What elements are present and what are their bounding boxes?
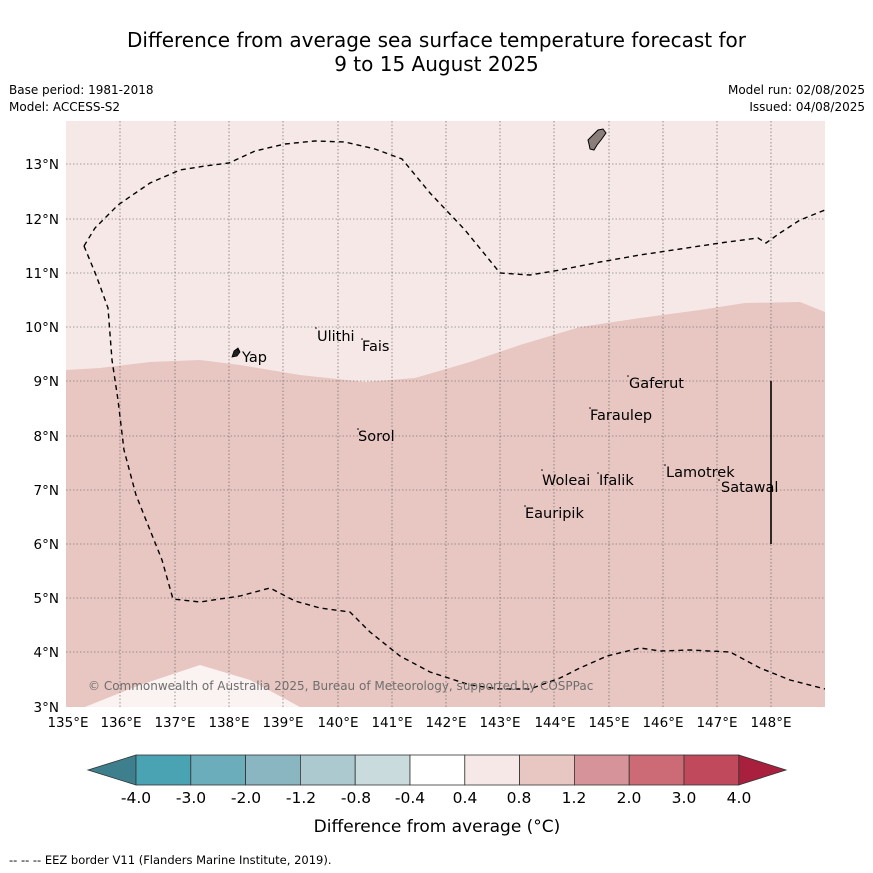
island-marker-ifalik bbox=[597, 472, 599, 474]
guam-land bbox=[587, 128, 607, 151]
lon-label: 146°E bbox=[642, 715, 683, 731]
map-title: Difference from average sea surface temp… bbox=[0, 28, 873, 76]
colorbar-tick: -2.0 bbox=[231, 789, 261, 807]
colorbar-tick: 0.8 bbox=[507, 789, 532, 807]
lat-label: 5°N bbox=[34, 591, 59, 607]
issued-date: Issued: 04/08/2025 bbox=[749, 100, 865, 114]
meta-right: Model run: 02/08/2025 Issued: 04/08/2025 bbox=[728, 82, 865, 116]
lat-label: 3°N bbox=[34, 700, 59, 716]
place-satawal: Satawal bbox=[721, 480, 778, 496]
lat-label: 11°N bbox=[25, 266, 59, 282]
lon-label: 138°E bbox=[208, 715, 249, 731]
lon-label: 147°E bbox=[696, 715, 737, 731]
island-marker-woleai bbox=[541, 469, 543, 471]
lon-label: 137°E bbox=[154, 715, 195, 731]
model-run: Model run: 02/08/2025 bbox=[727, 83, 865, 97]
colorbar-segment bbox=[683, 754, 740, 786]
colorbar-tick: -0.8 bbox=[341, 789, 371, 807]
colorbar bbox=[86, 754, 788, 786]
colorbar-segment bbox=[135, 754, 192, 786]
lon-label: 141°E bbox=[371, 715, 412, 731]
colorbar-extend-high bbox=[738, 754, 788, 786]
colorbar-extend-low bbox=[86, 754, 137, 786]
grid-lines bbox=[66, 121, 825, 707]
island-markers bbox=[237, 327, 720, 507]
colorbar-tick: -3.0 bbox=[176, 789, 206, 807]
lat-label: 9°N bbox=[34, 374, 59, 390]
colorbar-tick: -0.4 bbox=[395, 789, 425, 807]
lat-label: 6°N bbox=[34, 537, 59, 553]
lon-label: 144°E bbox=[534, 715, 575, 731]
island-marker-yap bbox=[237, 349, 239, 351]
lat-label: 4°N bbox=[34, 645, 59, 661]
lat-labels: 13°N 12°N 11°N 10°N 9°N 8°N 7°N 6°N 5°N … bbox=[25, 157, 59, 716]
meta-left: Base period: 1981-2018 Model: ACCESS-S2 bbox=[9, 82, 154, 116]
lon-label: 142°E bbox=[425, 715, 466, 731]
place-gaferut: Gaferut bbox=[629, 376, 684, 392]
lon-label: 143°E bbox=[479, 715, 520, 731]
place-lamotrek: Lamotrek bbox=[666, 465, 735, 481]
lat-label: 12°N bbox=[25, 212, 59, 228]
island-marker-gaferut bbox=[627, 375, 629, 377]
place-ulithi: Ulithi bbox=[317, 329, 355, 345]
colorbar-segment bbox=[245, 754, 301, 786]
colorbar-tick: 1.2 bbox=[562, 789, 587, 807]
colorbar-segment bbox=[299, 754, 356, 786]
place-sorol: Sorol bbox=[358, 429, 395, 445]
anomaly-band-near-zero bbox=[85, 665, 300, 707]
island-marker-lamotrek bbox=[664, 464, 666, 466]
lon-label: 139°E bbox=[262, 715, 303, 731]
colorbar-title: Difference from average (°C) bbox=[314, 817, 561, 837]
island-marker-sorol bbox=[357, 428, 359, 430]
anomaly-band-medium bbox=[66, 302, 825, 707]
colorbar-segment bbox=[464, 754, 520, 786]
colorbar-segment bbox=[519, 754, 575, 786]
colorbar-tick: 4.0 bbox=[727, 789, 752, 807]
colorbar-tick: -4.0 bbox=[121, 789, 151, 807]
lat-label: 10°N bbox=[25, 320, 59, 336]
lon-label: 148°E bbox=[750, 715, 791, 731]
colorbar-segment bbox=[190, 754, 247, 786]
map-area: Yap Ulithi Fais Gaferut Faraulep Sorol W… bbox=[66, 121, 825, 707]
colorbar-tick: -1.2 bbox=[286, 789, 316, 807]
place-eauripik: Eauripik bbox=[525, 506, 584, 522]
island-marker-eauripik bbox=[524, 505, 526, 507]
eez-footnote: -- -- -- EEZ border V11 (Flanders Marine… bbox=[9, 853, 332, 867]
place-ifalik: Ifalik bbox=[599, 473, 634, 489]
lat-label: 7°N bbox=[34, 483, 59, 499]
base-period: Base period: 1981-2018 bbox=[9, 83, 154, 97]
island-marker-satawal bbox=[718, 479, 720, 481]
lon-label: 145°E bbox=[588, 715, 629, 731]
place-woleai: Woleai bbox=[542, 473, 590, 489]
title-line-2: 9 to 15 August 2025 bbox=[334, 52, 539, 76]
place-fais: Fais bbox=[362, 339, 389, 355]
colorbar-tick: 0.4 bbox=[453, 789, 478, 807]
lon-label: 136°E bbox=[100, 715, 141, 731]
colorbar-tick: 2.0 bbox=[617, 789, 642, 807]
place-yap: Yap bbox=[241, 350, 267, 366]
eez-border bbox=[83, 140, 825, 276]
colorbar-tick: 3.0 bbox=[672, 789, 697, 807]
colorbar-segment bbox=[409, 754, 466, 786]
model-name: Model: ACCESS-S2 bbox=[9, 100, 121, 114]
colorbar-segment bbox=[574, 754, 630, 786]
title-line-1: Difference from average sea surface temp… bbox=[126, 28, 746, 52]
lon-label: 140°E bbox=[317, 715, 358, 731]
island-marker-fais bbox=[361, 338, 363, 340]
colorbar-segment bbox=[628, 754, 685, 786]
colorbar-segment bbox=[354, 754, 411, 786]
place-faraulep: Faraulep bbox=[590, 408, 652, 424]
lat-label: 13°N bbox=[25, 157, 59, 173]
colorbar-ticks: -4.0 -3.0 -2.0 -1.2 -0.8 -0.4 0.4 0.8 1.… bbox=[121, 789, 751, 807]
lon-label: 135°E bbox=[47, 715, 88, 731]
eez-border-south bbox=[83, 245, 825, 690]
island-marker-faraulep bbox=[589, 407, 591, 409]
lat-label: 8°N bbox=[34, 429, 59, 445]
lon-labels: 135°E 136°E 137°E 138°E 139°E 140°E 141°… bbox=[47, 715, 791, 731]
island-marker-ulithi bbox=[315, 327, 317, 329]
copyright-text: © Commonwealth of Australia 2025, Bureau… bbox=[88, 679, 593, 693]
